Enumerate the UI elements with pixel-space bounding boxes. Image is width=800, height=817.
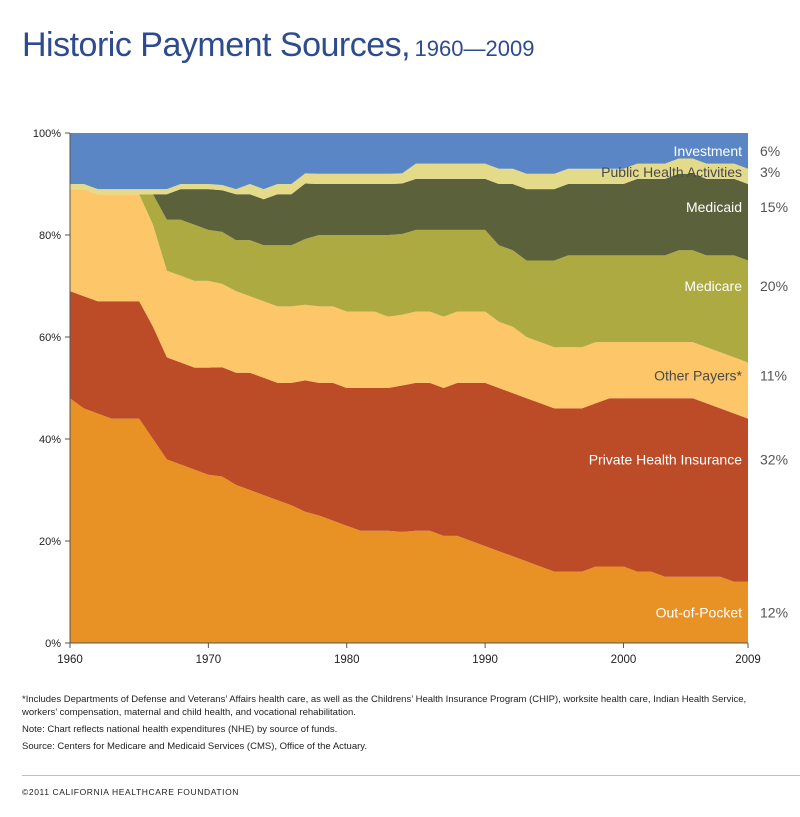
x-tick-label: 1980: [334, 654, 360, 666]
series-label-medicare: Medicare: [684, 278, 742, 294]
share-label-out-of-pocket: 12%: [760, 604, 788, 620]
share-label-investment: 6%: [760, 143, 780, 159]
series-label-out-of-pocket: Out-of-Pocket: [656, 604, 742, 620]
area-medicare: [70, 189, 748, 363]
area-private-health-insurance: [70, 291, 748, 582]
y-tick-label: 20%: [39, 536, 61, 548]
series-label-public-health-activities: Public Health Activities: [601, 164, 742, 180]
chart-title-years: 1960—2009: [414, 36, 535, 61]
series-label-investment: Investment: [674, 143, 743, 159]
share-label-public-health-activities: 3%: [760, 164, 780, 180]
chart-title-main: Historic Payment Sources,: [22, 26, 411, 64]
y-tick-label: 0%: [45, 638, 61, 650]
source: Source: Centers for Medicare and Medicai…: [22, 741, 367, 752]
x-tick-label: 1970: [196, 654, 222, 666]
series-label-private-health-insurance: Private Health Insurance: [589, 451, 743, 467]
area-investment: [70, 133, 748, 190]
stacked-area-chart: 0% 20% 40% 60% 80% 100% 1960 1970 1980 1990 2000 20…: [33, 128, 788, 666]
share-label-medicaid: 15%: [760, 199, 788, 215]
y-tick-label: 100%: [33, 128, 61, 140]
share-label-other-payers: 11%: [760, 367, 787, 383]
x-tick-label: 1990: [472, 654, 498, 666]
series-label-other-payers: Other Payers*: [654, 367, 742, 383]
area-other-payers: [70, 189, 748, 419]
copyright: ©2011 CALIFORNIA HEALTHCARE FOUNDATION: [22, 787, 240, 797]
x-tick-label: 2000: [611, 654, 637, 666]
chart-title: Historic Payment Sources, 1960—2009: [22, 26, 534, 65]
y-tick-label: 40%: [39, 434, 61, 446]
x-tick-label: 1960: [57, 654, 83, 666]
y-tick-label: 80%: [39, 230, 61, 242]
footer-divider: [22, 775, 800, 776]
area-out-of-pocket: [70, 398, 748, 643]
series-label-medicaid: Medicaid: [686, 199, 742, 215]
x-tick-label: 2009: [735, 654, 761, 666]
share-label-medicare: 20%: [760, 278, 788, 294]
note: Note: Chart reflects national health exp…: [22, 724, 338, 735]
chart-notes: *Includes Departments of Defense and Vet…: [22, 693, 782, 757]
y-tick-label: 60%: [39, 332, 61, 344]
share-label-private-health-insurance: 32%: [760, 451, 788, 467]
footnote: *Includes Departments of Defense and Vet…: [22, 694, 747, 718]
area-medicaid: [70, 173, 748, 261]
